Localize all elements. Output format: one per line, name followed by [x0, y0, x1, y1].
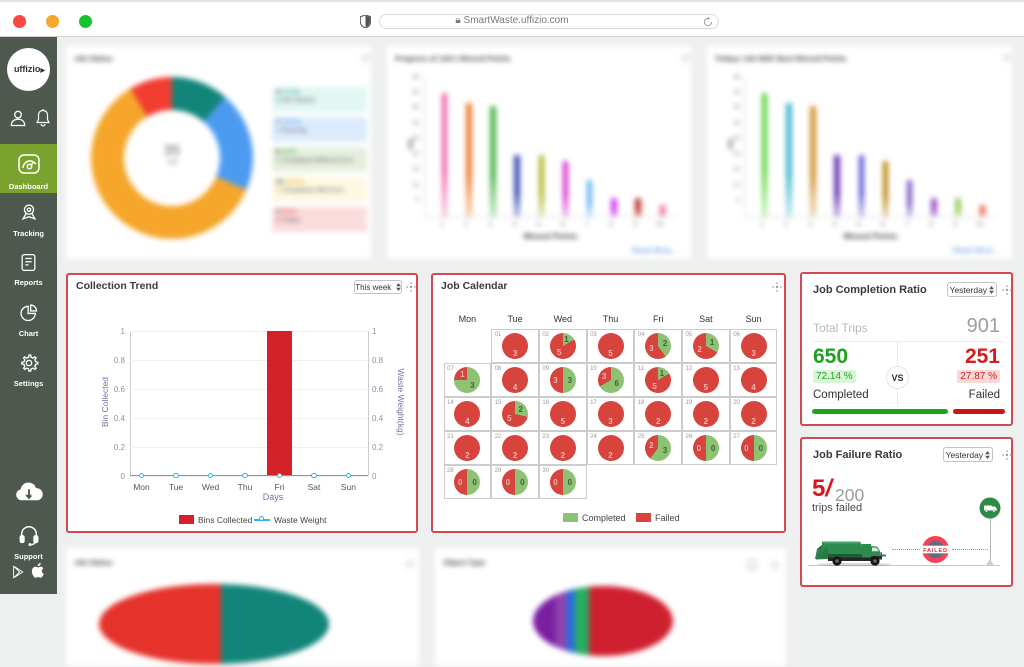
- svg-text:FAILED: FAILED: [923, 548, 948, 554]
